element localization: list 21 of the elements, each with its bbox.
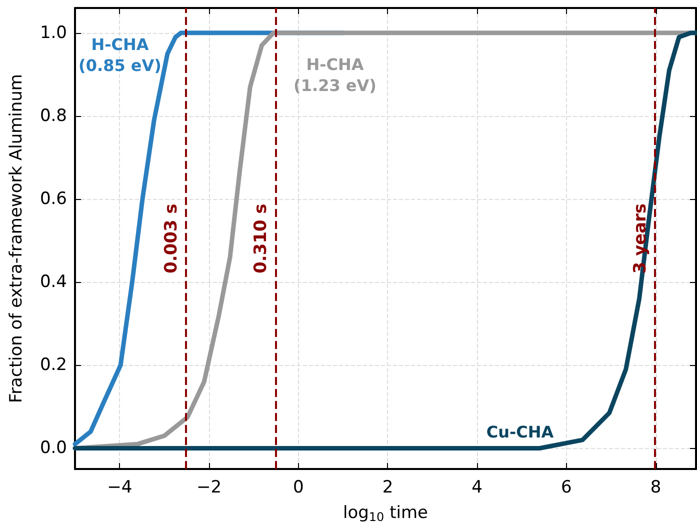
y-tick-label: 0.6 <box>40 189 67 210</box>
series-label: Cu-CHA <box>486 422 554 442</box>
line-series <box>72 30 697 450</box>
y-tick-label: 0.8 <box>40 106 67 126</box>
x-tick-label: 0 <box>292 478 304 498</box>
y-tick-label: 0.4 <box>40 272 67 292</box>
x-tick-label: 6 <box>561 478 572 498</box>
x-tick-label: 8 <box>650 478 662 498</box>
ref-line-label: 3 years <box>630 203 650 274</box>
x-tick-label: 4 <box>472 478 482 498</box>
y-tick-label: 0.2 <box>40 355 67 376</box>
y-axis-title: Fraction of extra-framework Aluminum <box>6 74 26 403</box>
x-tick-label: −4 <box>107 478 132 498</box>
x-tick-label: 2 <box>382 478 394 498</box>
series-label: H-CHA (0.85 eV) <box>78 35 162 75</box>
series-label: H-CHA (1.23 eV) <box>294 55 376 95</box>
ref-line-label: 0.310 s <box>251 204 272 274</box>
x-tick-label: −2 <box>196 478 222 498</box>
y-tick-label: 1.0 <box>40 22 67 43</box>
ref-line-label: 0.003 s <box>161 204 182 274</box>
y-tick-label: 0.0 <box>40 438 67 458</box>
